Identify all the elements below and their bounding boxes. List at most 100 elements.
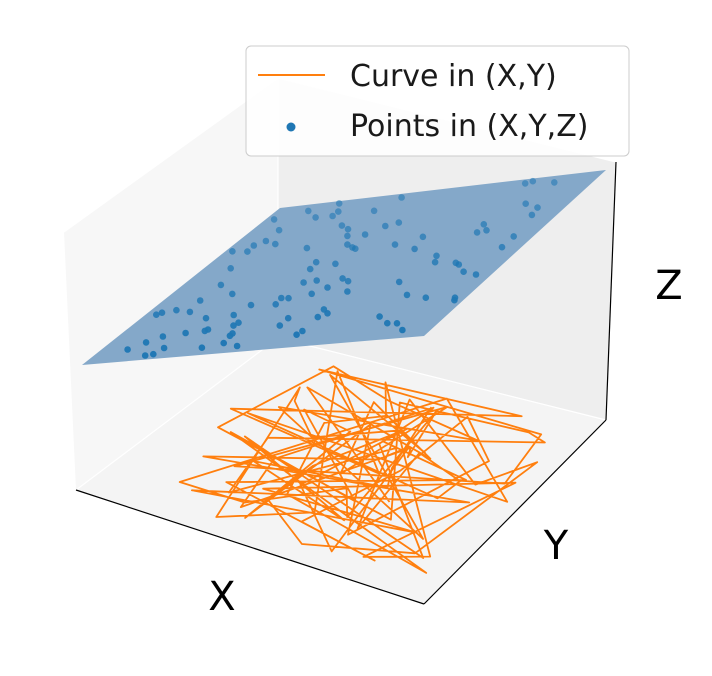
scatter-point (551, 179, 558, 186)
scatter-point (398, 194, 405, 201)
scatter-point (235, 319, 242, 327)
scatter-point (153, 311, 160, 319)
left-pane (64, 78, 278, 490)
scatter-point (230, 311, 237, 319)
scatter-point (361, 231, 369, 238)
scatter-point (300, 279, 307, 286)
scatter-point (473, 229, 481, 236)
scatter-point (344, 225, 352, 233)
scatter-point (220, 339, 227, 347)
scatter-point (306, 265, 314, 273)
scatter-point (528, 211, 536, 219)
pane-edge-floor-left (75, 337, 279, 491)
scatter-point (230, 322, 237, 329)
y-axis-label: Y (543, 523, 569, 569)
legend-frame (245, 45, 630, 157)
scatter-point (270, 216, 278, 223)
y-axis-line (423, 419, 607, 605)
scatter-point (247, 301, 255, 309)
scatter-point (160, 344, 168, 352)
curve-line (178, 365, 546, 574)
scatter-point (395, 278, 403, 286)
curve-series (178, 365, 546, 574)
scatter-point (431, 258, 439, 266)
scatter-point (352, 245, 359, 252)
legend-dot-marker (286, 122, 296, 132)
scatter-point (272, 240, 279, 248)
scatter-point (332, 260, 339, 268)
scatter-point (173, 306, 180, 314)
scatter-point (299, 327, 306, 335)
scatter-point (451, 294, 459, 302)
scatter-point (534, 204, 541, 211)
scatter-point (285, 294, 292, 302)
scatter-point (395, 219, 403, 226)
scatter-point (305, 207, 312, 215)
scatter-point (229, 248, 236, 255)
pane-edge-floor-back (277, 337, 607, 421)
scatter-point (272, 301, 280, 308)
scatter-point (244, 248, 251, 255)
points-series (124, 177, 558, 359)
scatter-point (284, 314, 292, 322)
legend: Curve in (X,Y) Points in (X,Y,Z) (245, 45, 630, 157)
scatter-point (399, 326, 406, 334)
scatter-point (233, 342, 241, 350)
scatter-point (196, 297, 204, 304)
scatter-point (198, 344, 206, 352)
x-axis-label: X (208, 574, 235, 620)
scatter-point (344, 288, 351, 295)
scatter-point (393, 320, 401, 327)
scatter-point (370, 207, 378, 215)
scatter-point (344, 241, 351, 248)
scatter-point (182, 329, 189, 337)
scatter-point (472, 271, 480, 278)
scatter-point (422, 294, 430, 302)
scatter-point (278, 294, 285, 302)
scatter-point (391, 241, 399, 248)
scatter-point (483, 227, 490, 234)
scatter-point (312, 258, 320, 266)
scatter-point (335, 208, 342, 215)
scatter-point (403, 291, 411, 299)
scatter-point (250, 242, 258, 249)
scatter-point (150, 350, 157, 358)
scatter-point (217, 281, 225, 289)
scatter-point (262, 237, 270, 245)
axis-lines (75, 161, 617, 605)
scatter-point (335, 200, 343, 207)
scatter-point (276, 322, 284, 329)
scatter-point (510, 233, 517, 240)
scatter-point (314, 313, 322, 321)
scatter-point (320, 306, 328, 313)
scatter-point (158, 309, 166, 317)
scatter-point (522, 200, 529, 207)
z-axis-line (605, 161, 617, 421)
legend-label-curve: Curve in (X,Y) (350, 59, 557, 94)
scatter-point (324, 284, 331, 291)
scatter-point (141, 352, 149, 359)
scatter-point (382, 222, 389, 230)
scatter-point (460, 268, 467, 276)
scatter-point (226, 332, 234, 340)
scatter-point (339, 275, 346, 282)
scatter-point (142, 339, 150, 346)
x-axis-line (75, 489, 425, 605)
scatter-point (529, 177, 537, 185)
scatter-point (229, 290, 236, 298)
scatter-point (308, 290, 316, 298)
scatter-point (227, 265, 234, 272)
scatter-point (521, 180, 529, 187)
scatter-point (344, 232, 351, 240)
scatter-point (411, 245, 418, 253)
scatter-point (159, 333, 167, 340)
scatter-point (433, 252, 440, 260)
scatter-point (313, 277, 321, 284)
scatter-point (480, 221, 488, 228)
scatter-point (124, 346, 131, 353)
scatter-point (202, 314, 210, 322)
scatter-point (452, 259, 460, 267)
scatter-point (201, 327, 209, 335)
scatter-point (338, 222, 346, 229)
